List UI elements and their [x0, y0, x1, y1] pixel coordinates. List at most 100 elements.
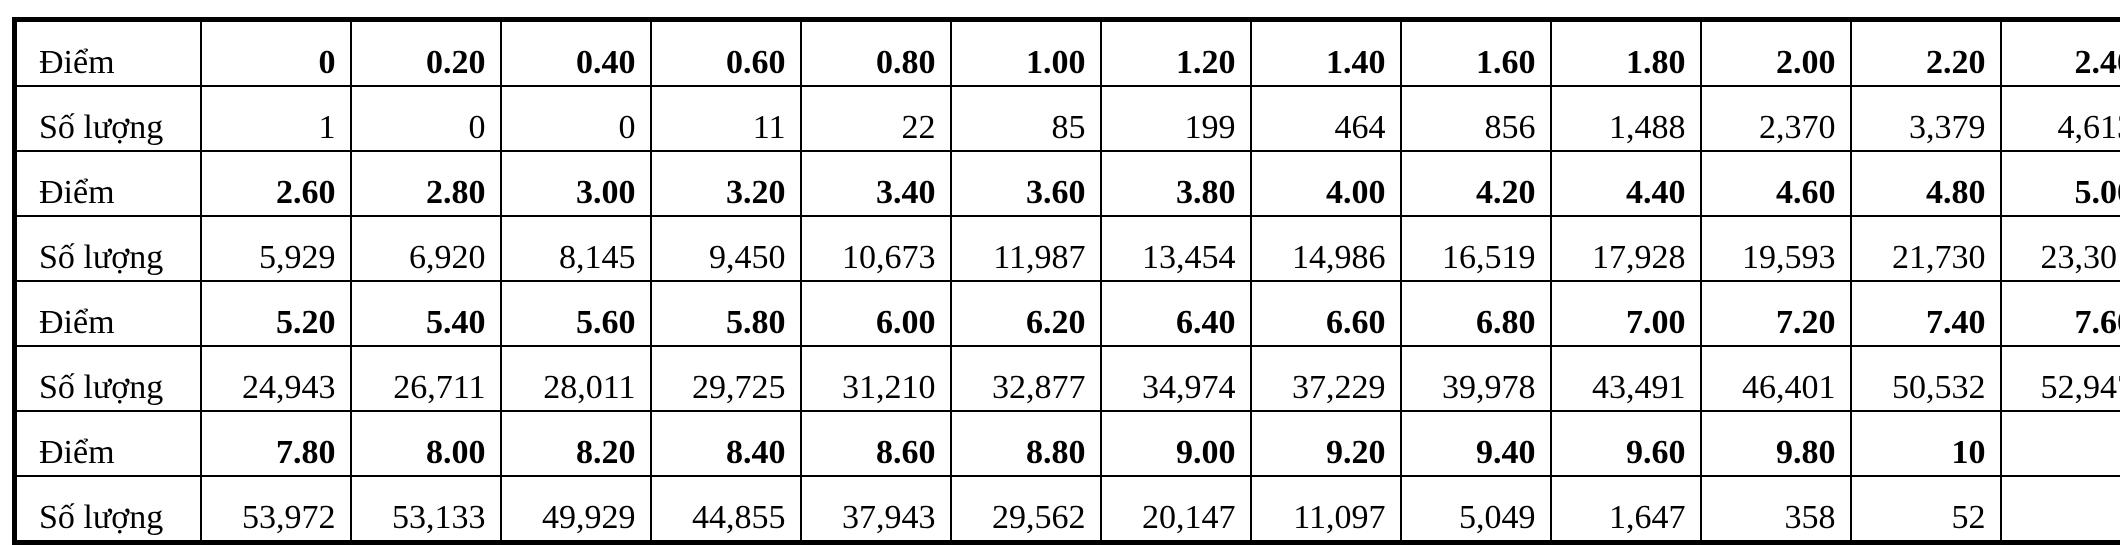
- score-cell: 3.00: [501, 151, 651, 216]
- count-cell: 2,370: [1701, 86, 1851, 151]
- count-cell: 37,229: [1251, 346, 1401, 411]
- count-cell: [2001, 476, 2120, 543]
- count-cell: 358: [1701, 476, 1851, 543]
- count-cell: 856: [1401, 86, 1551, 151]
- count-cell: 11: [651, 86, 801, 151]
- count-cell: 9,450: [651, 216, 801, 281]
- count-cell: 26,711: [351, 346, 501, 411]
- count-cell: 4,613: [2001, 86, 2120, 151]
- count-cell: 49,929: [501, 476, 651, 543]
- count-cell: 8,145: [501, 216, 651, 281]
- count-cell: 14,986: [1251, 216, 1401, 281]
- count-cell: 11,097: [1251, 476, 1401, 543]
- count-cell: 23,301: [2001, 216, 2120, 281]
- score-cell: 3.20: [651, 151, 801, 216]
- score-cell: 9.60: [1551, 411, 1701, 476]
- count-cell: 28,011: [501, 346, 651, 411]
- count-cell: 6,920: [351, 216, 501, 281]
- count-cell: 3,379: [1851, 86, 2001, 151]
- score-cell: 3.80: [1101, 151, 1251, 216]
- count-cell: 39,978: [1401, 346, 1551, 411]
- count-cell: 52,947: [2001, 346, 2120, 411]
- count-cell: 53,133: [351, 476, 501, 543]
- count-cell: 5,929: [201, 216, 351, 281]
- score-cell: 0.20: [351, 20, 501, 87]
- count-row-label: Số lượng: [15, 86, 201, 151]
- count-cell: 24,943: [201, 346, 351, 411]
- count-cell: 29,562: [951, 476, 1101, 543]
- count-cell: 43,491: [1551, 346, 1701, 411]
- score-cell: 1.40: [1251, 20, 1401, 87]
- score-cell: 2.80: [351, 151, 501, 216]
- score-cell: 2.40: [2001, 20, 2120, 87]
- count-cell: 199: [1101, 86, 1251, 151]
- count-cell: 20,147: [1101, 476, 1251, 543]
- count-cell: 22: [801, 86, 951, 151]
- count-cell: 31,210: [801, 346, 951, 411]
- count-cell: 85: [951, 86, 1101, 151]
- score-cell: 2.60: [201, 151, 351, 216]
- count-row-label: Số lượng: [15, 216, 201, 281]
- score-cell: 8.60: [801, 411, 951, 476]
- score-row-label: Điểm: [15, 281, 201, 346]
- count-cell: 0: [351, 86, 501, 151]
- score-cell: 3.40: [801, 151, 951, 216]
- score-cell: 7.00: [1551, 281, 1701, 346]
- score-cell: 1.60: [1401, 20, 1551, 87]
- score-cell: 4.00: [1251, 151, 1401, 216]
- count-cell: 44,855: [651, 476, 801, 543]
- score-cell: 4.20: [1401, 151, 1551, 216]
- score-cell: 6.80: [1401, 281, 1551, 346]
- score-cell: 5.00: [2001, 151, 2120, 216]
- count-cell: 32,877: [951, 346, 1101, 411]
- count-cell: 5,049: [1401, 476, 1551, 543]
- score-cell: 8.00: [351, 411, 501, 476]
- score-cell: 8.40: [651, 411, 801, 476]
- score-row-label: Điểm: [15, 411, 201, 476]
- score-cell: 8.80: [951, 411, 1101, 476]
- count-cell: 0: [501, 86, 651, 151]
- score-cell: 5.20: [201, 281, 351, 346]
- score-cell: 7.40: [1851, 281, 2001, 346]
- score-cell: 4.40: [1551, 151, 1701, 216]
- score-cell: 6.60: [1251, 281, 1401, 346]
- count-cell: 53,972: [201, 476, 351, 543]
- score-cell: 5.80: [651, 281, 801, 346]
- count-row-label: Số lượng: [15, 346, 201, 411]
- score-cell: 8.20: [501, 411, 651, 476]
- count-cell: 1,647: [1551, 476, 1701, 543]
- score-row-label: Điểm: [15, 151, 201, 216]
- score-cell: [2001, 411, 2120, 476]
- count-cell: 46,401: [1701, 346, 1851, 411]
- score-cell: 7.20: [1701, 281, 1851, 346]
- count-cell: 11,987: [951, 216, 1101, 281]
- count-cell: 19,593: [1701, 216, 1851, 281]
- count-cell: 16,519: [1401, 216, 1551, 281]
- score-cell: 10: [1851, 411, 2001, 476]
- score-cell: 9.80: [1701, 411, 1851, 476]
- score-cell: 7.60: [2001, 281, 2120, 346]
- count-cell: 37,943: [801, 476, 951, 543]
- score-cell: 6.00: [801, 281, 951, 346]
- score-cell: 2.20: [1851, 20, 2001, 87]
- score-cell: 5.60: [501, 281, 651, 346]
- score-cell: 9.40: [1401, 411, 1551, 476]
- score-cell: 1.80: [1551, 20, 1701, 87]
- score-cell: 1.00: [951, 20, 1101, 87]
- score-cell: 0: [201, 20, 351, 87]
- score-cell: 7.80: [201, 411, 351, 476]
- score-cell: 2.00: [1701, 20, 1851, 87]
- count-cell: 50,532: [1851, 346, 2001, 411]
- score-cell: 4.60: [1701, 151, 1851, 216]
- count-cell: 1: [201, 86, 351, 151]
- score-cell: 0.80: [801, 20, 951, 87]
- count-cell: 464: [1251, 86, 1401, 151]
- score-cell: 3.60: [951, 151, 1101, 216]
